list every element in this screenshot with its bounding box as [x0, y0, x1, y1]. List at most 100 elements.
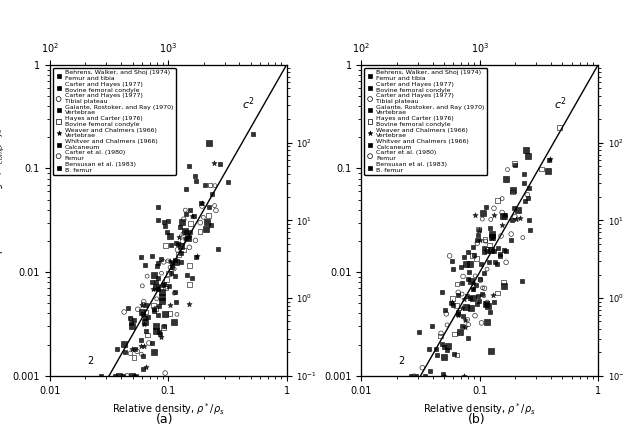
Point: [465, 260, 475, 267]
Point: [463, 276, 473, 283]
Point: [131, 372, 141, 379]
Point: [479, 292, 489, 299]
Point: [163, 217, 173, 224]
Point: [525, 226, 535, 233]
Point: [166, 269, 176, 276]
Point: [138, 301, 148, 308]
Point: [521, 146, 531, 153]
Point: [112, 346, 121, 353]
Point: [452, 302, 462, 309]
Point: [496, 232, 506, 239]
Point: [156, 256, 166, 263]
Point: [468, 244, 478, 251]
Point: [460, 324, 470, 331]
Point: [197, 203, 207, 210]
Point: [184, 281, 194, 288]
Point: [202, 219, 212, 226]
Point: [153, 216, 163, 223]
Point: [427, 322, 437, 329]
Point: [488, 292, 498, 299]
Point: [475, 275, 485, 282]
Point: [183, 235, 193, 241]
Point: [159, 280, 169, 287]
Point: [196, 200, 206, 206]
Point: [488, 212, 498, 219]
Point: [195, 219, 205, 226]
Point: [543, 167, 553, 174]
Point: [452, 351, 462, 358]
Point: [449, 350, 459, 357]
Point: [406, 372, 416, 379]
Point: [486, 246, 496, 253]
Point: [448, 295, 458, 302]
Point: [475, 236, 485, 243]
Point: [156, 334, 166, 340]
Point: [454, 308, 464, 315]
Point: [489, 247, 499, 254]
Point: [523, 153, 533, 160]
Point: [189, 213, 199, 219]
Point: [178, 247, 188, 254]
X-axis label: Relative density, $\rho^*/\rho_s$: Relative density, $\rho^*/\rho_s$: [424, 401, 536, 417]
Point: [499, 213, 509, 220]
Point: [209, 202, 219, 209]
Point: [485, 308, 495, 315]
Point: [488, 299, 498, 305]
Point: [454, 311, 464, 318]
Point: [192, 253, 202, 260]
Point: [442, 343, 452, 349]
Point: [446, 300, 456, 307]
Point: [215, 161, 225, 168]
Point: [437, 340, 447, 347]
Point: [487, 234, 497, 241]
Point: [500, 212, 510, 219]
Point: [470, 273, 480, 280]
Point: [503, 166, 513, 173]
Point: [158, 282, 168, 289]
Point: [141, 364, 151, 371]
Point: [536, 165, 546, 172]
Point: [151, 305, 161, 311]
Point: [475, 277, 485, 284]
Point: [176, 258, 186, 265]
Point: [513, 207, 523, 214]
Point: [517, 278, 527, 285]
Point: [473, 231, 483, 238]
Point: [420, 372, 430, 379]
Point: [487, 348, 497, 355]
Point: [175, 223, 185, 230]
Point: [170, 273, 180, 280]
Point: [147, 253, 157, 260]
Point: [159, 311, 169, 318]
Point: [482, 301, 492, 308]
Point: [167, 260, 177, 267]
Point: [477, 216, 487, 222]
Point: [185, 229, 195, 235]
Point: [149, 302, 159, 309]
Point: [174, 251, 184, 258]
Point: [499, 246, 509, 253]
Point: [482, 299, 492, 306]
Point: [181, 211, 191, 218]
Point: [153, 286, 163, 292]
Point: [459, 372, 469, 379]
Point: [414, 329, 424, 336]
Point: [110, 372, 120, 379]
Point: [114, 372, 124, 379]
Point: [137, 283, 147, 289]
Point: [184, 262, 194, 269]
Point: [151, 323, 161, 330]
Point: [457, 291, 467, 298]
Point: [164, 258, 174, 265]
Point: [483, 303, 493, 310]
Point: [436, 330, 446, 337]
Point: [120, 348, 130, 355]
Point: [142, 273, 152, 280]
Point: [470, 312, 480, 319]
Point: [171, 299, 181, 306]
Point: [476, 260, 486, 267]
Point: [495, 253, 505, 260]
Point: [137, 309, 147, 316]
Point: [509, 205, 519, 212]
Point: [493, 245, 503, 251]
